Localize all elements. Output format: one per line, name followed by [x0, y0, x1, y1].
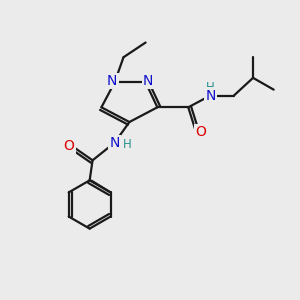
Text: N: N — [110, 136, 120, 150]
Text: H: H — [123, 138, 131, 151]
Text: H: H — [206, 81, 215, 94]
Text: O: O — [64, 139, 74, 153]
Text: N: N — [205, 88, 215, 103]
Text: O: O — [196, 125, 206, 139]
Text: N: N — [143, 74, 153, 88]
Text: N: N — [107, 74, 118, 88]
